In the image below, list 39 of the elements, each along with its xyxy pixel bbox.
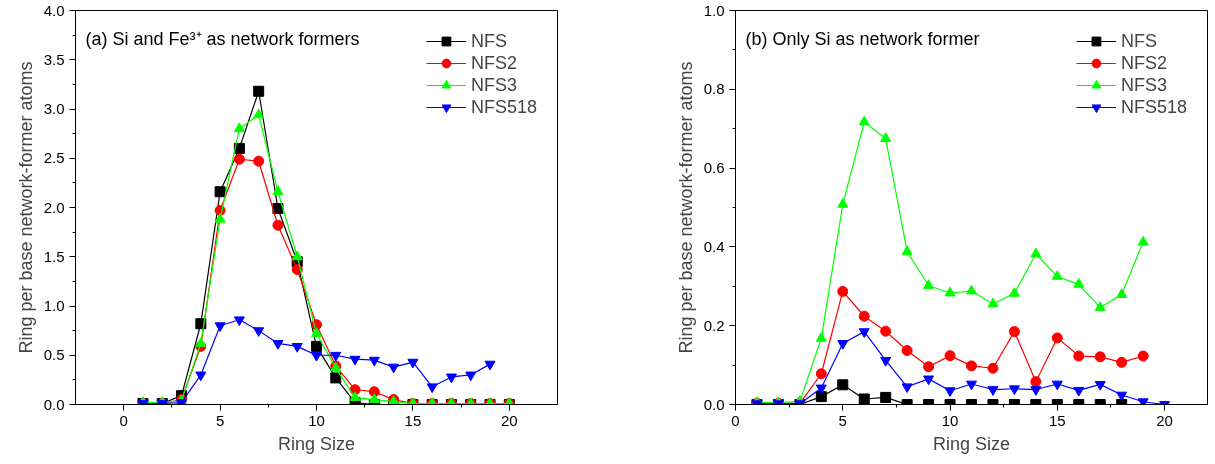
y-tick-label: 0.4 [703,237,725,255]
x-axis-title: Ring Size [932,433,1011,454]
y-tick-label: 2.5 [43,149,65,167]
x-tick-label: 20 [500,411,518,429]
y-tick-label: 2.0 [43,198,65,216]
legend-label: NFS518 [470,96,537,118]
annotation: (b) Only Si as network former [745,28,980,49]
legend-label: NFS3 [470,74,517,96]
y-tick-label: 0.8 [703,80,725,98]
y-axis-title: Ring per base network-former atoms [675,61,696,354]
x-tick-label: 5 [215,411,225,429]
x-tick-label: 10 [941,411,959,429]
y-tick-label: 3.5 [43,50,65,68]
y-tick-label: 1.0 [703,1,725,19]
y-tick-label: 1.5 [43,247,65,265]
y-tick-label: 0.6 [703,159,725,177]
legend-label: NFS [470,30,507,52]
x-axis-title: Ring Size [277,433,356,454]
x-tick-label: 15 [404,411,422,429]
legend-label: NFS2 [470,52,517,74]
y-axis-title: Ring per base network-former atoms [15,61,36,354]
y-tick-label: 4.0 [43,1,65,19]
x-tick-label: 15 [1048,411,1066,429]
y-tick-label: 0.5 [43,346,65,364]
legend-label: NFS3 [1120,74,1167,96]
y-tick-label: 0.0 [43,395,65,413]
y-tick-label: 3.0 [43,100,65,117]
x-tick-label: 5 [838,411,847,429]
y-tick-label: 0.2 [703,316,725,334]
x-tick-label: 10 [308,411,325,429]
x-tick-label: 0 [119,411,128,429]
y-tick-label: 1.0 [43,297,65,314]
x-tick-label: 20 [1156,411,1173,429]
annotation: (a) Si and Fe³⁺ as network formers [85,28,360,49]
legend-label: NFS518 [1120,96,1187,118]
y-tick-label: 0.0 [703,395,725,413]
legend-label: NFS [1120,30,1157,52]
legend-label: NFS2 [1120,52,1167,74]
x-tick-label: 0 [731,411,740,429]
